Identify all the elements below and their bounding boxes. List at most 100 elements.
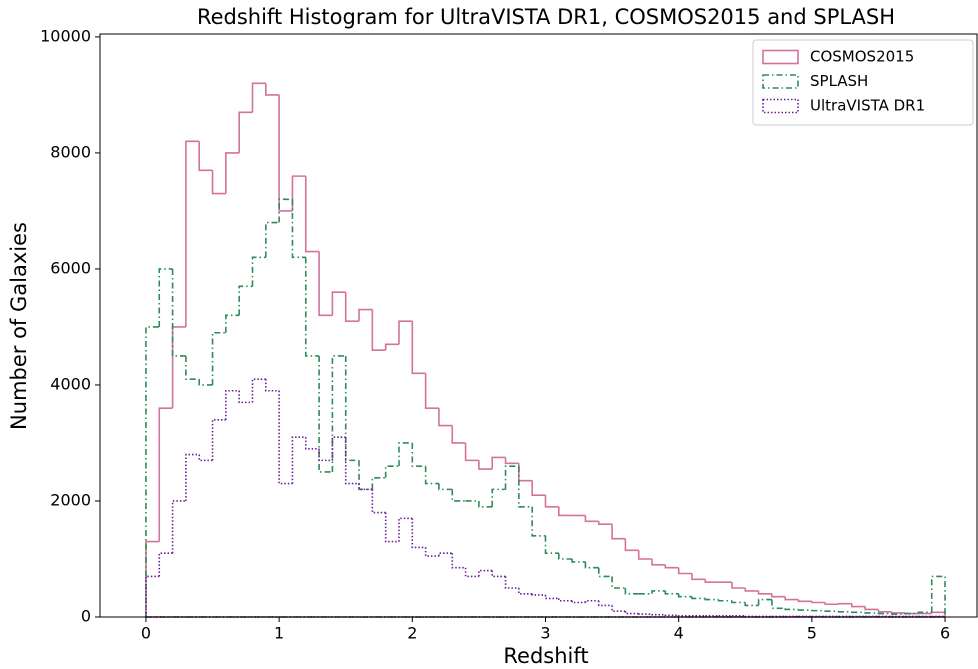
x-tick-label: 4 xyxy=(674,624,684,643)
histogram-step xyxy=(225,314,240,333)
histogram-step xyxy=(438,552,453,557)
histogram-step xyxy=(318,355,333,473)
histogram-step xyxy=(358,308,373,322)
legend-swatch xyxy=(762,74,799,89)
histogram-step xyxy=(451,425,466,444)
histogram-step xyxy=(571,558,586,563)
histogram-step xyxy=(930,575,946,617)
histogram-step xyxy=(185,140,200,327)
histogram-step xyxy=(664,564,679,569)
histogram-step xyxy=(491,488,506,507)
histogram-step xyxy=(651,558,666,566)
histogram-step xyxy=(584,599,599,603)
histogram-step xyxy=(304,437,320,450)
histogram-step xyxy=(504,457,519,465)
histogram-step xyxy=(504,576,519,589)
histogram-step xyxy=(771,599,786,610)
histogram-step xyxy=(158,552,173,577)
histogram-step xyxy=(491,456,506,470)
histogram-step xyxy=(864,606,879,611)
histogram-step xyxy=(611,605,626,612)
histogram-step xyxy=(784,608,799,611)
chart-title: Redshift Histogram for UltraVISTA DR1, C… xyxy=(197,5,895,29)
histogram-step xyxy=(624,611,639,615)
histogram-step xyxy=(597,600,613,607)
histogram-step xyxy=(478,569,493,577)
histogram-step xyxy=(558,598,573,602)
histogram-step xyxy=(811,601,826,604)
histogram-step xyxy=(571,600,586,604)
histogram-step xyxy=(424,547,439,557)
histogram-step xyxy=(145,326,160,617)
y-tick-label: 8000 xyxy=(50,142,91,161)
histogram-step xyxy=(931,615,946,618)
histogram-step xyxy=(331,355,346,472)
histogram-step xyxy=(198,141,213,172)
histogram-step xyxy=(478,460,493,470)
legend-swatch xyxy=(762,98,799,114)
histogram-step xyxy=(784,596,799,601)
x-tick-label: 5 xyxy=(807,624,817,643)
histogram-step xyxy=(504,465,519,490)
histogram-step xyxy=(344,437,360,485)
histogram-step xyxy=(171,500,186,554)
histogram-step xyxy=(851,603,866,608)
histogram-step xyxy=(464,442,479,462)
histogram-step xyxy=(558,553,573,560)
x-tick-label: 1 xyxy=(274,624,284,643)
histogram-step xyxy=(451,489,466,502)
histogram-step xyxy=(251,378,266,403)
histogram-step xyxy=(398,517,413,542)
histogram-step xyxy=(211,418,226,461)
histogram-step xyxy=(877,609,892,613)
histogram-step xyxy=(677,567,692,575)
y-tick-label: 4000 xyxy=(50,374,91,393)
histogram-step xyxy=(265,83,280,96)
y-tick-label: 10000 xyxy=(40,26,91,45)
histogram-step xyxy=(877,612,892,615)
histogram-step xyxy=(251,256,266,287)
histogram-step xyxy=(398,442,413,467)
y-tick-label: 2000 xyxy=(50,490,91,509)
histogram-step xyxy=(704,579,719,583)
histogram-step xyxy=(158,407,173,542)
histogram-step xyxy=(344,355,360,462)
histogram-step xyxy=(917,611,932,614)
histogram-step xyxy=(251,82,266,113)
histogram-step xyxy=(238,285,253,316)
histogram-step xyxy=(278,198,293,223)
legend-swatch xyxy=(762,49,799,65)
histogram-step xyxy=(624,587,639,595)
histogram-step xyxy=(384,512,399,543)
histogram-step xyxy=(584,515,599,523)
legend-label: UltraVISTA DR1 xyxy=(810,97,925,115)
x-tick-label: 2 xyxy=(407,624,417,643)
histogram-step xyxy=(171,268,186,357)
histogram-step xyxy=(691,596,706,600)
histogram-step xyxy=(824,602,839,606)
histogram-step xyxy=(304,176,320,253)
histogram-step xyxy=(371,476,386,490)
histogram-step xyxy=(651,590,666,594)
histogram-step xyxy=(518,466,533,508)
histogram-step xyxy=(225,389,240,420)
histogram-step xyxy=(890,613,906,615)
histogram-step xyxy=(358,460,373,491)
histogram-step xyxy=(597,567,613,578)
histogram-step xyxy=(291,199,306,259)
histogram-step xyxy=(731,582,746,589)
histogram-step xyxy=(757,590,772,595)
histogram-step xyxy=(691,573,706,581)
histogram-step xyxy=(824,610,839,612)
histogram-step xyxy=(424,466,439,485)
histogram-step xyxy=(304,257,320,357)
histogram-step xyxy=(637,550,653,560)
x-tick-label: 3 xyxy=(540,624,550,643)
histogram-step xyxy=(344,292,360,322)
histogram-step xyxy=(744,587,759,592)
histogram-step xyxy=(278,94,293,212)
y-axis-label: Number of Galaxies xyxy=(7,222,31,430)
histogram-step xyxy=(291,436,306,484)
histogram-step xyxy=(211,331,226,385)
